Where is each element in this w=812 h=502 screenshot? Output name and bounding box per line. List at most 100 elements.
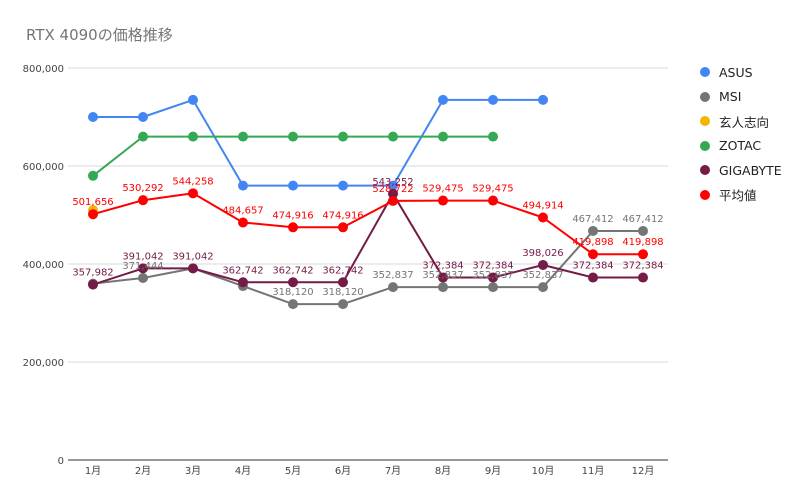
legend-marker xyxy=(700,91,710,102)
data-point xyxy=(388,180,398,191)
y-tick-label: 600,000 xyxy=(23,162,64,173)
data-point xyxy=(588,249,598,260)
data-point xyxy=(88,279,98,290)
y-tick-label: 0 xyxy=(58,456,64,467)
data-point xyxy=(388,188,398,199)
data-label: 372,384 xyxy=(572,261,613,272)
data-point xyxy=(488,94,498,105)
data-point xyxy=(338,131,348,142)
data-point xyxy=(388,282,398,293)
data-label: 372,384 xyxy=(622,261,663,272)
data-label: 372,384 xyxy=(472,261,513,272)
legend-marker xyxy=(700,67,710,78)
legend-label: 玄人志向 xyxy=(719,114,770,130)
chart-title: RTX 4090の価格推移 xyxy=(26,26,173,44)
data-point xyxy=(188,131,198,142)
x-tick-label: 4月 xyxy=(235,465,251,477)
data-label: 529,475 xyxy=(422,184,463,195)
x-tick-label: 10月 xyxy=(532,465,555,477)
data-point xyxy=(338,277,348,288)
data-point xyxy=(188,263,198,274)
data-point xyxy=(138,272,148,283)
data-label: 352,837 xyxy=(522,270,563,281)
data-point xyxy=(138,112,148,122)
data-label: 372,384 xyxy=(422,261,463,272)
legend-item: ASUS xyxy=(700,60,808,85)
data-label: 357,982 xyxy=(72,268,113,279)
x-tick-label: 7月 xyxy=(385,465,401,477)
legend-item: ZOTAC xyxy=(700,134,808,159)
data-point xyxy=(638,272,648,283)
data-point xyxy=(338,222,348,233)
data-point xyxy=(388,131,398,142)
data-point xyxy=(138,195,148,206)
data-point xyxy=(138,263,148,274)
series-line xyxy=(93,98,543,187)
data-label: 419,898 xyxy=(572,237,613,248)
data-point xyxy=(588,272,598,283)
data-point xyxy=(488,195,498,206)
data-point xyxy=(288,277,298,288)
data-label: 467,412 xyxy=(572,214,613,225)
series-line xyxy=(92,135,493,177)
legend-marker xyxy=(700,165,710,176)
legend-label: ZOTAC xyxy=(719,138,762,154)
data-label: 474,916 xyxy=(322,210,363,221)
data-label: 467,412 xyxy=(622,214,663,225)
x-tick-label: 3月 xyxy=(185,465,201,477)
legend-label: 平均値 xyxy=(719,188,757,204)
data-point xyxy=(488,131,498,142)
legend: ASUS MSI 玄人志向 ZOTAC GIGABYTE 平均値 xyxy=(700,60,808,207)
legend-marker xyxy=(700,116,710,127)
data-point xyxy=(388,195,398,206)
data-label: 318,120 xyxy=(322,287,363,298)
data-point xyxy=(588,225,598,236)
x-tick-label: 11月 xyxy=(582,465,605,477)
data-point xyxy=(538,259,548,270)
data-label: 362,742 xyxy=(222,265,263,276)
data-point xyxy=(188,94,198,105)
data-label: 544,258 xyxy=(172,176,213,187)
data-point xyxy=(538,94,548,105)
legend-item: 平均値 xyxy=(700,183,808,208)
data-label: 484,657 xyxy=(222,206,263,217)
data-label: 528,722 xyxy=(372,184,413,195)
data-point xyxy=(338,299,348,310)
data-point xyxy=(288,180,298,191)
x-tick-label: 2月 xyxy=(135,465,151,477)
data-point xyxy=(188,188,198,199)
data-point xyxy=(438,272,448,283)
legend-label: MSI xyxy=(719,89,742,105)
data-label: 352,837 xyxy=(372,270,413,281)
legend-item: GIGABYTE xyxy=(700,158,808,183)
x-tick-label: 12月 xyxy=(632,465,655,477)
data-point xyxy=(238,180,248,191)
data-point xyxy=(488,272,498,283)
data-point xyxy=(438,94,448,105)
data-label: 501,656 xyxy=(72,197,113,208)
data-label: 530,292 xyxy=(122,183,163,194)
data-point xyxy=(638,225,648,236)
data-label: 371,444 xyxy=(122,261,163,272)
data-point xyxy=(288,222,298,233)
data-point xyxy=(88,209,98,220)
data-point xyxy=(438,195,448,206)
data-label: 362,742 xyxy=(322,265,363,276)
data-label: 543,252 xyxy=(372,177,413,188)
series-line xyxy=(92,192,643,286)
data-point xyxy=(88,170,98,181)
legend-label: GIGABYTE xyxy=(719,162,782,178)
data-label: 494,914 xyxy=(522,200,563,211)
data-point xyxy=(438,131,448,142)
data-point xyxy=(238,131,248,142)
data-point xyxy=(138,131,148,142)
data-point xyxy=(538,282,548,293)
data-label: 398,026 xyxy=(522,248,563,259)
data-label: 352,837 xyxy=(472,270,513,281)
data-point xyxy=(88,112,98,122)
x-tick-label: 1月 xyxy=(85,465,101,477)
data-point xyxy=(638,249,648,260)
series-line xyxy=(92,192,643,256)
y-tick-label: 400,000 xyxy=(23,260,64,271)
